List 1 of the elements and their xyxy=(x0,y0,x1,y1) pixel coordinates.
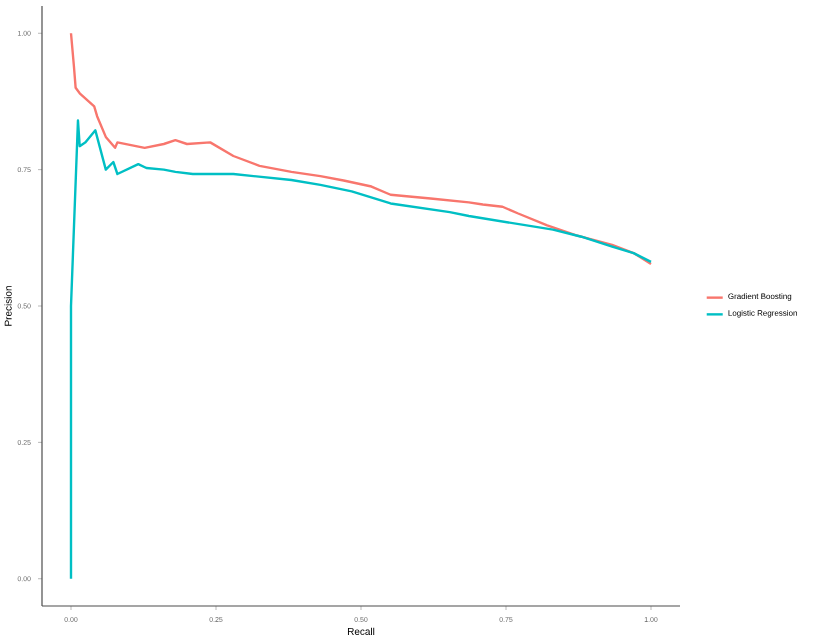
line-series xyxy=(69,32,653,266)
